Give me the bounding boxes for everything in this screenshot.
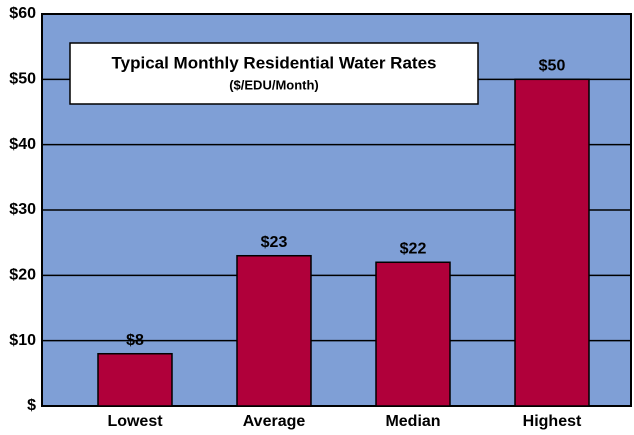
bar	[514, 78, 590, 407]
y-tick-label: $40	[9, 136, 36, 153]
chart-title: Typical Monthly Residential Water Rates	[112, 53, 437, 72]
y-tick-label: $20	[9, 267, 36, 284]
y-tick-label: $50	[9, 71, 36, 88]
y-tick-label: $	[27, 397, 36, 414]
value-label: $22	[400, 240, 427, 257]
x-tick-label: Highest	[523, 413, 582, 430]
y-tick-label: $60	[9, 5, 36, 22]
value-label: $8	[126, 332, 144, 349]
y-tick-label: $10	[9, 332, 36, 349]
bar	[375, 261, 451, 407]
chart-subtitle: ($/EDU/Month)	[229, 77, 319, 92]
x-tick-label: Lowest	[107, 413, 163, 430]
bar	[236, 254, 312, 407]
value-label: $23	[261, 234, 288, 251]
y-tick-label: $30	[9, 201, 36, 218]
title-box	[69, 42, 479, 105]
x-tick-label: Average	[243, 413, 306, 430]
value-label: $50	[539, 58, 566, 75]
x-tick-label: Median	[385, 413, 440, 430]
bar	[97, 352, 173, 407]
